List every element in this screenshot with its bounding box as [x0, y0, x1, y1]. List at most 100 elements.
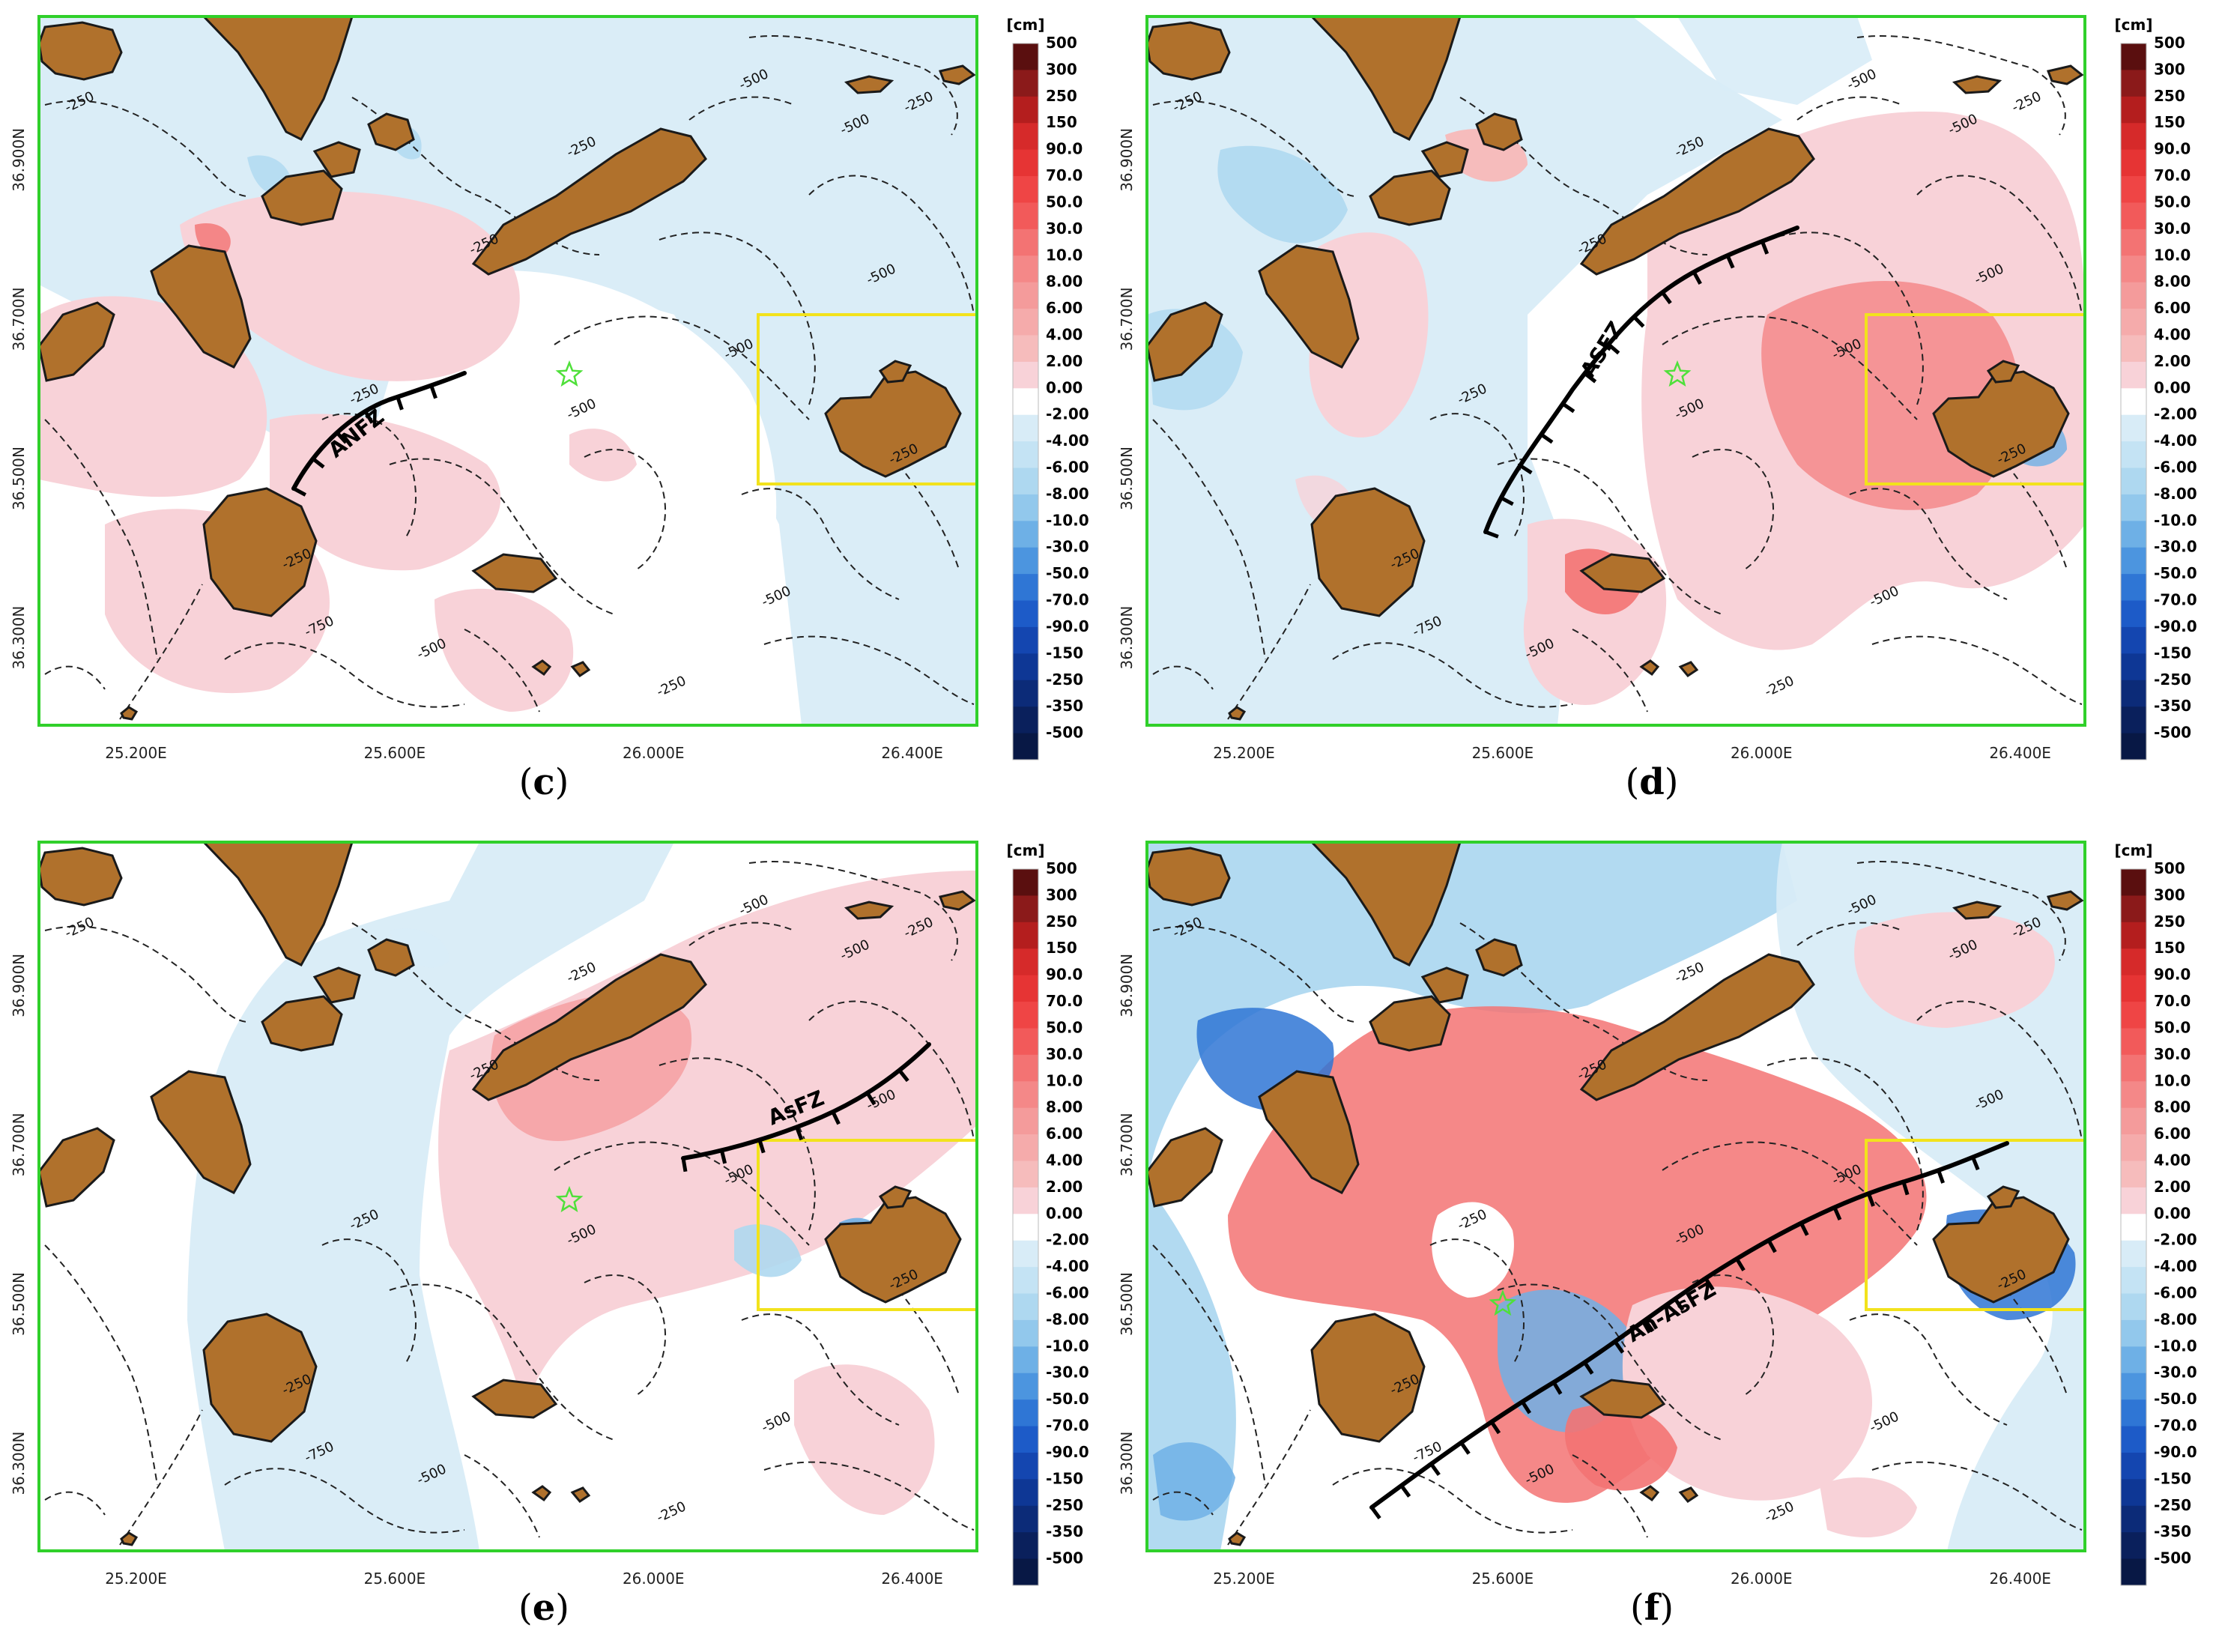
island-landmass [1639, 659, 1660, 677]
island-landmass [202, 1313, 318, 1443]
colorbar-segment [2121, 1134, 2146, 1161]
colorbar-outline [1012, 868, 1039, 1586]
colorbar-unit: [cm] [2115, 841, 2153, 859]
island-landmass [1952, 75, 2002, 94]
fault-tick [1521, 1400, 1531, 1415]
x-tick-label: 26.400E [881, 1570, 943, 1588]
colorbar-level-label: 500 [2154, 859, 2185, 877]
fault-tick [1937, 1170, 1945, 1184]
colorbar-segment [2121, 123, 2146, 151]
colorbar-segment [1013, 1426, 1038, 1453]
deformation-field-area [1776, 842, 2085, 1551]
colorbar-level-label: 50.0 [1046, 1018, 1083, 1036]
fault-tick [1551, 1381, 1563, 1395]
island-landmass [1952, 901, 2002, 920]
fault-tick [831, 1110, 841, 1125]
bathymetry-contour [1497, 458, 1723, 615]
colorbar-segment [1013, 70, 1038, 97]
fault-tick [719, 1149, 727, 1164]
bathymetry-contour [1916, 1000, 2083, 1141]
colorbar-level-label: 250 [2154, 913, 2185, 931]
colorbar-segment [2121, 149, 2146, 177]
colorbar-segment [1013, 680, 1038, 707]
y-tick-label: 36.900N [10, 128, 28, 192]
colorbar-segment [1013, 1161, 1038, 1188]
colorbar-level-label: -2.00 [1046, 405, 1089, 423]
island-landmass [1932, 1196, 2070, 1304]
island-landmass [1678, 661, 1699, 677]
colorbar-segment [1013, 1558, 1038, 1586]
colorbar-segment [2121, 1240, 2146, 1268]
fault-tick [865, 1092, 877, 1106]
colorbar-level-label: -4.00 [1046, 432, 1089, 450]
bathymetry-contour [2006, 464, 2068, 570]
colorbar-segment [2121, 600, 2146, 628]
island-landmass [1369, 995, 1451, 1052]
colorbar-level-label: 6.00 [2154, 299, 2191, 317]
colorbar-level-label: -70.0 [2154, 1417, 2197, 1435]
colorbar-level-label: -500 [1046, 1549, 1083, 1567]
colorbar-level-label: 30.0 [2154, 220, 2191, 237]
y-tick-label: 36.900N [1118, 954, 1136, 1017]
colorbar-level-label: 30.0 [1046, 1045, 1083, 1063]
island-landmass [39, 301, 115, 382]
colorbar-level-label: -90.0 [1046, 617, 1089, 635]
bathymetry-contour [1152, 665, 1214, 690]
island-landmass [1475, 938, 1523, 977]
fault-tick [429, 384, 438, 399]
fault-tick [1760, 240, 1770, 255]
colorbar-level-label: 2.00 [2154, 352, 2191, 370]
fault-tick [1735, 1257, 1746, 1271]
colorbar-level-label: -30.0 [1046, 1364, 1089, 1382]
x-tick-label: 26.400E [881, 744, 943, 762]
map-content: -250-250-250-500-500-500-500-750-500-250… [39, 16, 977, 725]
island-landmass [1310, 1313, 1426, 1443]
panel-d: -250 -250 -250 -500 -500 -500 -500 -750 -500 -250… [1108, 0, 2216, 826]
fault-tick [1692, 270, 1702, 285]
bathymetry-contour [688, 922, 795, 946]
panel-label-e: (e) [518, 1587, 569, 1629]
colorbar-level-label: -350 [2154, 697, 2191, 715]
fault-tick [757, 1139, 766, 1154]
fault-tick [1583, 1361, 1594, 1375]
colorbar-segment [2121, 1214, 2146, 1241]
colorbar-unit: [cm] [1007, 16, 1045, 34]
x-tick-label: 25.200E [105, 744, 167, 762]
y-tick-label: 36.700N [1118, 287, 1136, 351]
island-landmass [1420, 966, 1469, 1004]
bathymetry-contour [1692, 1274, 1774, 1396]
colorbar-segment [1013, 149, 1038, 177]
colorbar-level-label: -4.00 [2154, 432, 2197, 450]
deformation-field-area [390, 928, 449, 968]
island-landmass [471, 953, 707, 1101]
colorbar-level-label: 500 [1046, 859, 1077, 877]
fault-tick [1725, 254, 1735, 269]
island-landmass [1147, 21, 1231, 81]
fault-tick [1485, 530, 1499, 539]
colorbar-segment [2121, 176, 2146, 203]
fault-tick [1429, 1462, 1441, 1477]
fault-tick [1704, 1277, 1715, 1291]
bathymetry-contour [2006, 1289, 2068, 1396]
colorbar-segment [2121, 309, 2146, 336]
colorbar-level-label: 70.0 [1046, 166, 1083, 184]
island-landmass [1579, 1379, 1666, 1419]
colorbar-segment [1013, 1400, 1038, 1427]
colorbar-level-label: 300 [2154, 60, 2185, 78]
y-tick-label: 36.700N [10, 287, 28, 351]
island-landmass [1986, 360, 2020, 384]
bathymetry-contour [1152, 1244, 1266, 1486]
bathymetry-contour [1662, 315, 1918, 420]
map-d: -250-250-250-500-500-500-500-750-500-250… [1118, 15, 2197, 762]
colorbar-level-label: -6.00 [2154, 1284, 2197, 1302]
colorbar-level-label: -150 [1046, 1469, 1083, 1487]
colorbar-segment [2121, 922, 2146, 949]
colorbar-segment [2121, 43, 2146, 70]
colorbar-segment [2121, 70, 2146, 97]
x-tick-label: 26.400E [1989, 744, 2051, 762]
colorbar-segment [1013, 600, 1038, 628]
colorbar-level-label: 250 [1046, 87, 1077, 105]
colorbar-segment [1013, 1505, 1038, 1533]
colorbar-segment [1013, 653, 1038, 681]
x-tick-label: 26.000E [1731, 1570, 1793, 1588]
